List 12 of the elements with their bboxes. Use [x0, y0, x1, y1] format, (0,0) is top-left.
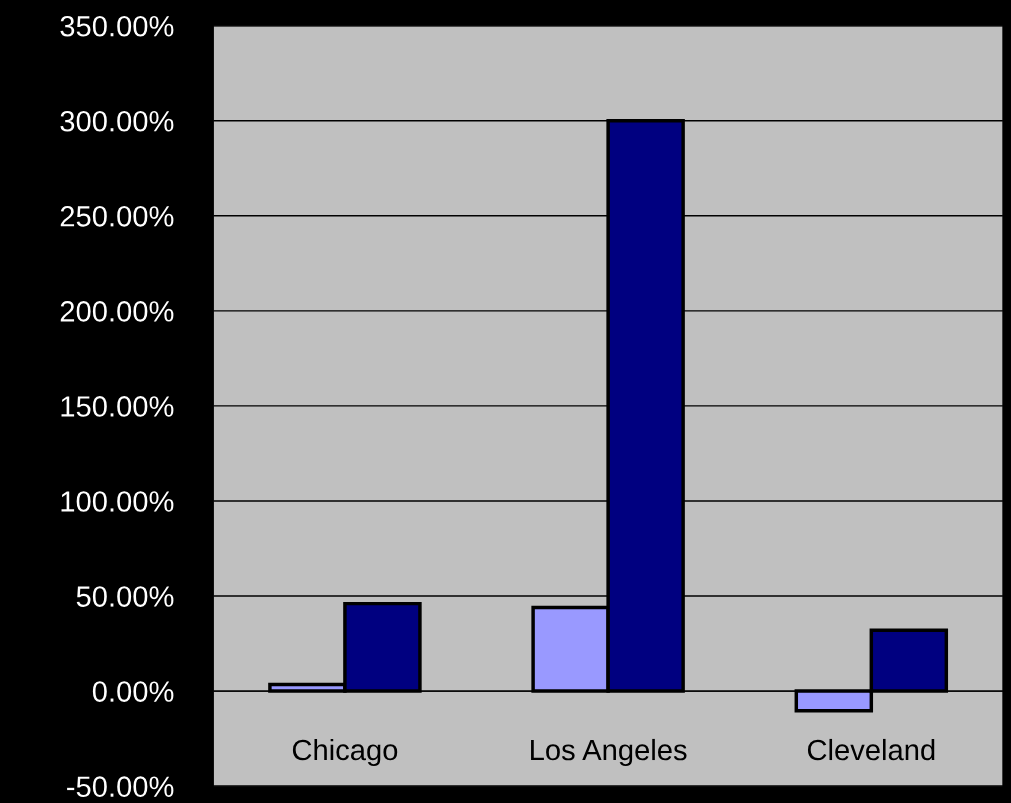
y-tick-label: 150.00%	[61, 396, 174, 417]
y-tick-label: 200.00%	[60, 301, 174, 322]
y-tick-label: 0.00%	[92, 681, 174, 702]
y-tick-label: -50.00%	[67, 776, 174, 797]
x-tick-label: Chicago	[292, 738, 398, 767]
y-tick-label: 300.00%	[60, 110, 174, 132]
y-tick-label: 50.00%	[76, 586, 174, 607]
x-tick-label: Cleveland	[807, 738, 935, 761]
y-tick-label: 350.00%	[60, 15, 174, 37]
y-tick-label: 250.00%	[60, 206, 174, 227]
y-tick-label: 100.00%	[61, 491, 174, 512]
x-tick-label: Los Angeles	[531, 738, 687, 767]
